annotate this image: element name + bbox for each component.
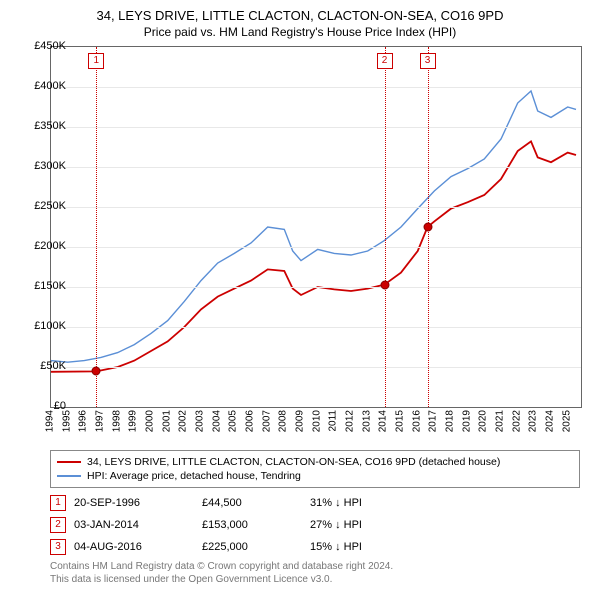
chart-container: 34, LEYS DRIVE, LITTLE CLACTON, CLACTON-…: [0, 0, 600, 590]
x-tick-label: 2021: [495, 410, 506, 432]
y-tick-label: £400K: [34, 80, 66, 92]
x-tick-label: 2014: [378, 410, 389, 432]
x-tick-label: 2011: [328, 410, 339, 432]
x-tick-label: 1995: [61, 410, 72, 432]
x-tick-label: 1997: [95, 410, 106, 432]
legend-box: 34, LEYS DRIVE, LITTLE CLACTON, CLACTON-…: [50, 450, 580, 488]
sales-row-price: £44,500: [202, 497, 302, 509]
footer-line2: This data is licensed under the Open Gov…: [50, 573, 580, 586]
x-tick-label: 2003: [195, 410, 206, 432]
sales-row-diff: 27% ↓ HPI: [310, 519, 580, 531]
sale-marker-box: 2: [377, 53, 393, 69]
x-tick-label: 2009: [295, 410, 306, 432]
footer-line1: Contains HM Land Registry data © Crown c…: [50, 560, 580, 573]
sales-row-date: 20-SEP-1996: [74, 497, 194, 509]
footer-attribution: Contains HM Land Registry data © Crown c…: [50, 560, 580, 586]
legend-swatch: [57, 461, 81, 463]
chart-plot-area: 1 2 3: [50, 46, 582, 408]
sales-table: 1 20-SEP-1996 £44,500 31% ↓ HPI 2 03-JAN-2014…: [50, 492, 580, 558]
x-tick-label: 2015: [395, 410, 406, 432]
y-gridline: [51, 167, 581, 168]
series-line-hpi: [51, 91, 576, 362]
x-tick-label: 2005: [228, 410, 239, 432]
x-tick-label: 2013: [361, 410, 372, 432]
x-tick-label: 2020: [478, 410, 489, 432]
sales-row-price: £225,000: [202, 541, 302, 553]
x-tick-label: 2008: [278, 410, 289, 432]
x-tick-label: 2002: [178, 410, 189, 432]
y-tick-label: £350K: [34, 120, 66, 132]
legend-row: HPI: Average price, detached house, Tend…: [57, 469, 573, 483]
x-tick-label: 2006: [245, 410, 256, 432]
sale-marker-box: 3: [420, 53, 436, 69]
sales-row-marker: 1: [50, 495, 66, 511]
sale-marker-dot: [423, 223, 432, 232]
y-tick-label: £200K: [34, 240, 66, 252]
x-tick-label: 2001: [161, 410, 172, 432]
series-line-property: [51, 141, 576, 371]
y-gridline: [51, 327, 581, 328]
legend-swatch: [57, 475, 81, 477]
x-tick-label: 2018: [445, 410, 456, 432]
legend-row: 34, LEYS DRIVE, LITTLE CLACTON, CLACTON-…: [57, 455, 573, 469]
y-tick-label: £50K: [40, 360, 66, 372]
y-tick-label: £150K: [34, 280, 66, 292]
x-tick-label: 2010: [311, 410, 322, 432]
x-tick-label: 2023: [528, 410, 539, 432]
y-gridline: [51, 207, 581, 208]
x-tick-label: 2022: [511, 410, 522, 432]
chart-subtitle: Price paid vs. HM Land Registry's House …: [0, 23, 600, 43]
sales-row-date: 03-JAN-2014: [74, 519, 194, 531]
x-tick-label: 2016: [411, 410, 422, 432]
sales-row-price: £153,000: [202, 519, 302, 531]
x-tick-label: 2019: [461, 410, 472, 432]
sales-row: 1 20-SEP-1996 £44,500 31% ↓ HPI: [50, 492, 580, 514]
sales-row: 2 03-JAN-2014 £153,000 27% ↓ HPI: [50, 514, 580, 536]
x-tick-label: 1998: [111, 410, 122, 432]
x-tick-label: 2025: [561, 410, 572, 432]
sale-marker-box: 1: [88, 53, 104, 69]
y-gridline: [51, 247, 581, 248]
sales-row-date: 04-AUG-2016: [74, 541, 194, 553]
x-tick-label: 1994: [45, 410, 56, 432]
chart-svg: [51, 47, 581, 407]
x-tick-label: 2012: [345, 410, 356, 432]
y-tick-label: £300K: [34, 160, 66, 172]
x-tick-label: 2017: [428, 410, 439, 432]
sales-row-diff: 15% ↓ HPI: [310, 541, 580, 553]
x-tick-label: 1999: [128, 410, 139, 432]
sales-row: 3 04-AUG-2016 £225,000 15% ↓ HPI: [50, 536, 580, 558]
y-tick-label: £250K: [34, 200, 66, 212]
y-gridline: [51, 367, 581, 368]
y-gridline: [51, 87, 581, 88]
chart-title: 34, LEYS DRIVE, LITTLE CLACTON, CLACTON-…: [0, 0, 600, 23]
y-tick-label: £100K: [34, 320, 66, 332]
y-tick-label: £450K: [34, 40, 66, 52]
y-gridline: [51, 127, 581, 128]
legend-label: 34, LEYS DRIVE, LITTLE CLACTON, CLACTON-…: [87, 456, 500, 468]
sale-marker-dot: [380, 280, 389, 289]
sales-row-marker: 3: [50, 539, 66, 555]
sale-marker-line: [96, 47, 97, 407]
x-tick-label: 2000: [145, 410, 156, 432]
x-tick-label: 2004: [211, 410, 222, 432]
x-tick-label: 1996: [78, 410, 89, 432]
sale-marker-line: [385, 47, 386, 407]
legend-label: HPI: Average price, detached house, Tend…: [87, 470, 301, 482]
y-gridline: [51, 287, 581, 288]
sales-row-marker: 2: [50, 517, 66, 533]
sales-row-diff: 31% ↓ HPI: [310, 497, 580, 509]
x-tick-label: 2007: [261, 410, 272, 432]
x-tick-label: 2024: [545, 410, 556, 432]
sale-marker-dot: [92, 367, 101, 376]
